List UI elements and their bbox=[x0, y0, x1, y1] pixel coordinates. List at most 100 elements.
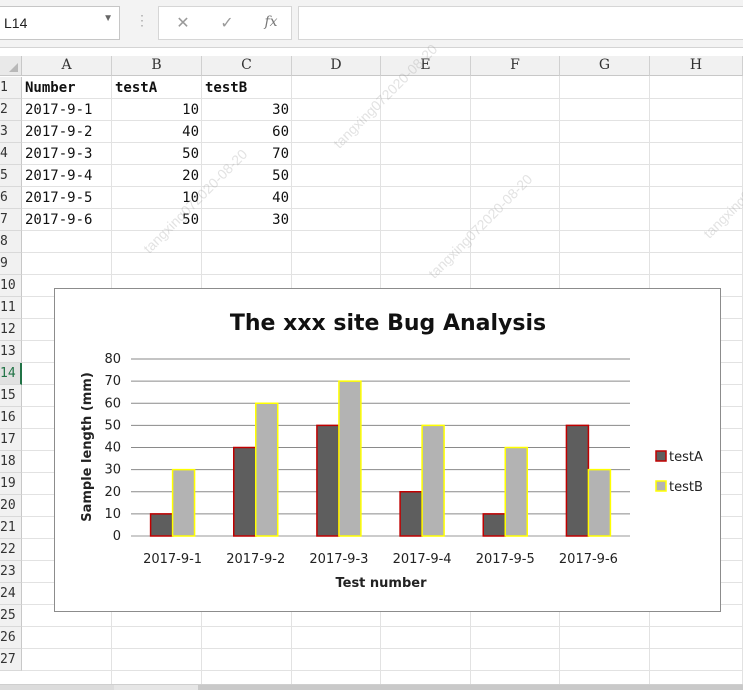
chart[interactable]: The xxx site Bug Analysis 0 10 20 30 40 50 60 70… bbox=[54, 288, 721, 612]
gridline-horizontal bbox=[22, 230, 743, 231]
row-header-10[interactable]: 10 bbox=[0, 275, 22, 297]
select-all-corner[interactable] bbox=[0, 56, 22, 76]
row-header-14[interactable]: 14 bbox=[0, 363, 22, 385]
name-box[interactable]: L14 ▼ bbox=[0, 6, 120, 40]
y-tick-label: 60 bbox=[104, 396, 121, 411]
row-header-11[interactable]: 11 bbox=[0, 297, 22, 319]
row-header-22[interactable]: 22 bbox=[0, 539, 22, 561]
data-cell[interactable]: 2017-9-2 bbox=[25, 124, 93, 140]
watermark: tangxing072020-08-20 bbox=[425, 170, 536, 282]
bar-testa bbox=[233, 446, 257, 537]
row-header-1[interactable]: 1 bbox=[0, 77, 22, 99]
formula-bar: L14 ▼ ⋮ ✕ ✓ fx bbox=[0, 0, 743, 48]
data-cell[interactable]: 20 bbox=[182, 168, 199, 184]
formula-input[interactable] bbox=[298, 6, 743, 40]
y-tick-label: 80 bbox=[104, 352, 121, 367]
column-header-e[interactable]: E bbox=[381, 56, 471, 76]
data-cell[interactable]: 50 bbox=[272, 168, 289, 184]
x-tick-label: 2017-9-1 bbox=[143, 552, 202, 567]
row-header-24[interactable]: 24 bbox=[0, 583, 22, 605]
row-header-23[interactable]: 23 bbox=[0, 561, 22, 583]
name-box-value: L14 bbox=[4, 15, 28, 31]
header-cell[interactable]: testB bbox=[205, 80, 248, 96]
data-cell[interactable]: 60 bbox=[272, 124, 289, 140]
data-cell[interactable]: 50 bbox=[182, 146, 199, 162]
gridline-horizontal bbox=[22, 186, 743, 187]
bar-testb bbox=[587, 468, 612, 537]
data-cell[interactable]: 2017-9-5 bbox=[25, 190, 93, 206]
row-header-2[interactable]: 2 bbox=[0, 99, 22, 121]
row-header-21[interactable]: 21 bbox=[0, 517, 22, 539]
data-cell[interactable]: 10 bbox=[182, 102, 199, 118]
chevron-down-icon[interactable]: ▼ bbox=[103, 13, 113, 24]
row-header-9[interactable]: 9 bbox=[0, 253, 22, 275]
x-axis-label: Test number bbox=[335, 576, 427, 591]
column-header-d[interactable]: D bbox=[292, 56, 381, 76]
horizontal-scrollbar[interactable] bbox=[0, 684, 743, 690]
row-header-16[interactable]: 16 bbox=[0, 407, 22, 429]
data-cell[interactable]: 70 bbox=[272, 146, 289, 162]
bar-testa bbox=[149, 513, 174, 537]
x-tick-label: 2017-9-5 bbox=[476, 552, 535, 567]
gridline-horizontal bbox=[22, 670, 743, 671]
data-cell[interactable]: 30 bbox=[272, 102, 289, 118]
data-cell[interactable]: 40 bbox=[182, 124, 199, 140]
bar-testb bbox=[421, 424, 445, 537]
row-header-26[interactable]: 26 bbox=[0, 627, 22, 649]
enter-icon[interactable]: ✓ bbox=[220, 15, 234, 32]
gridline-horizontal bbox=[22, 252, 743, 253]
row-header-25[interactable]: 25 bbox=[0, 605, 22, 627]
bar-testa bbox=[399, 491, 423, 537]
y-tick-label: 40 bbox=[104, 441, 121, 456]
legend-label: testA bbox=[669, 450, 703, 465]
row-header-19[interactable]: 19 bbox=[0, 473, 22, 495]
data-cell[interactable]: 30 bbox=[272, 212, 289, 228]
gridline-horizontal bbox=[22, 626, 743, 627]
row-header-15[interactable]: 15 bbox=[0, 385, 22, 407]
column-header-h[interactable]: H bbox=[650, 56, 743, 76]
legend-label: testB bbox=[669, 480, 703, 495]
sheet-tab-strip[interactable] bbox=[0, 685, 114, 690]
row-header-5[interactable]: 5 bbox=[0, 165, 22, 187]
data-cell[interactable]: 50 bbox=[182, 212, 199, 228]
column-header-c[interactable]: C bbox=[202, 56, 292, 76]
row-header-20[interactable]: 20 bbox=[0, 495, 22, 517]
x-tick-label: 2017-9-3 bbox=[309, 552, 368, 567]
data-cell[interactable]: 2017-9-1 bbox=[25, 102, 93, 118]
column-header-b[interactable]: B bbox=[112, 56, 202, 76]
row-header-13[interactable]: 13 bbox=[0, 341, 22, 363]
gridline-horizontal bbox=[22, 120, 743, 121]
data-cell[interactable]: 10 bbox=[182, 190, 199, 206]
gridline-horizontal bbox=[22, 208, 743, 209]
insert-function-icon[interactable]: fx bbox=[264, 14, 278, 30]
row-header-6[interactable]: 6 bbox=[0, 187, 22, 209]
header-cell[interactable]: testA bbox=[115, 80, 158, 96]
data-cell[interactable]: 2017-9-4 bbox=[25, 168, 93, 184]
x-tick-label: 2017-9-2 bbox=[226, 552, 285, 567]
legend-swatch-testb bbox=[655, 480, 667, 492]
row-header-18[interactable]: 18 bbox=[0, 451, 22, 473]
gridline-horizontal bbox=[22, 98, 743, 99]
scrollbar-thumb[interactable] bbox=[198, 685, 743, 690]
y-tick-label: 50 bbox=[104, 418, 121, 433]
column-header-g[interactable]: G bbox=[560, 56, 650, 76]
formula-buttons: ✕ ✓ fx bbox=[158, 6, 292, 40]
row-header-17[interactable]: 17 bbox=[0, 429, 22, 451]
bar-testb bbox=[504, 446, 528, 537]
row-header-12[interactable]: 12 bbox=[0, 319, 22, 341]
row-header-4[interactable]: 4 bbox=[0, 143, 22, 165]
data-cell[interactable]: 2017-9-3 bbox=[25, 146, 93, 162]
row-header-3[interactable]: 3 bbox=[0, 121, 22, 143]
bar-testb bbox=[171, 468, 196, 537]
row-header-27[interactable]: 27 bbox=[0, 649, 22, 671]
bar-testa bbox=[482, 513, 506, 537]
data-cell[interactable]: 2017-9-6 bbox=[25, 212, 93, 228]
row-header-7[interactable]: 7 bbox=[0, 209, 22, 231]
column-header-a[interactable]: A bbox=[22, 56, 112, 76]
row-header-8[interactable]: 8 bbox=[0, 231, 22, 253]
data-cell[interactable]: 40 bbox=[272, 190, 289, 206]
drag-handle-icon[interactable]: ⋮ bbox=[135, 12, 149, 28]
column-header-f[interactable]: F bbox=[471, 56, 560, 76]
header-cell[interactable]: Number bbox=[25, 80, 76, 96]
cancel-icon[interactable]: ✕ bbox=[176, 15, 190, 32]
